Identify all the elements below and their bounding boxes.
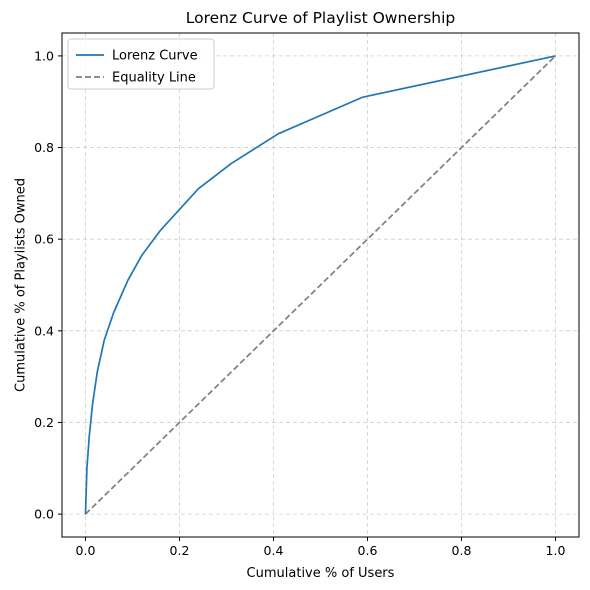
x-tick-label: 0.4 [264,543,284,558]
y-tick-label: 0.8 [34,140,54,155]
series-lines [84,55,557,515]
equality-line [84,55,557,515]
x-tick-label: 0.0 [76,543,96,558]
y-tick-label: 0.0 [34,507,54,522]
legend-label: Equality Line [112,71,196,86]
y-tick-label: 0.6 [34,232,54,247]
x-tick-label: 1.0 [546,543,566,558]
grid-lines [62,33,579,537]
legend-box [67,38,215,90]
y-tick-label: 1.0 [34,48,54,63]
lorenz-curve-line [84,55,556,515]
axis-ticks: 0.0 0.2 0.4 0.6 0.8 1.0 0.0 0.2 0.4 0.6 0.8 1.0 [34,48,565,558]
legend: Lorenz Curve Equality Line [67,38,215,90]
legend-label: Lorenz Curve [112,49,198,64]
x-tick-label: 0.8 [452,543,472,558]
y-axis-label: Cumulative % of Playlists Owned [14,178,29,392]
x-axis-label: Cumulative % of Users [247,566,395,581]
x-tick-label: 0.6 [358,543,378,558]
chart-title: Lorenz Curve of Playlist Ownership [186,9,456,27]
y-tick-label: 0.4 [34,323,54,338]
plot-frame [61,32,580,538]
y-tick-label: 0.2 [34,415,54,430]
x-tick-label: 0.2 [170,543,190,558]
